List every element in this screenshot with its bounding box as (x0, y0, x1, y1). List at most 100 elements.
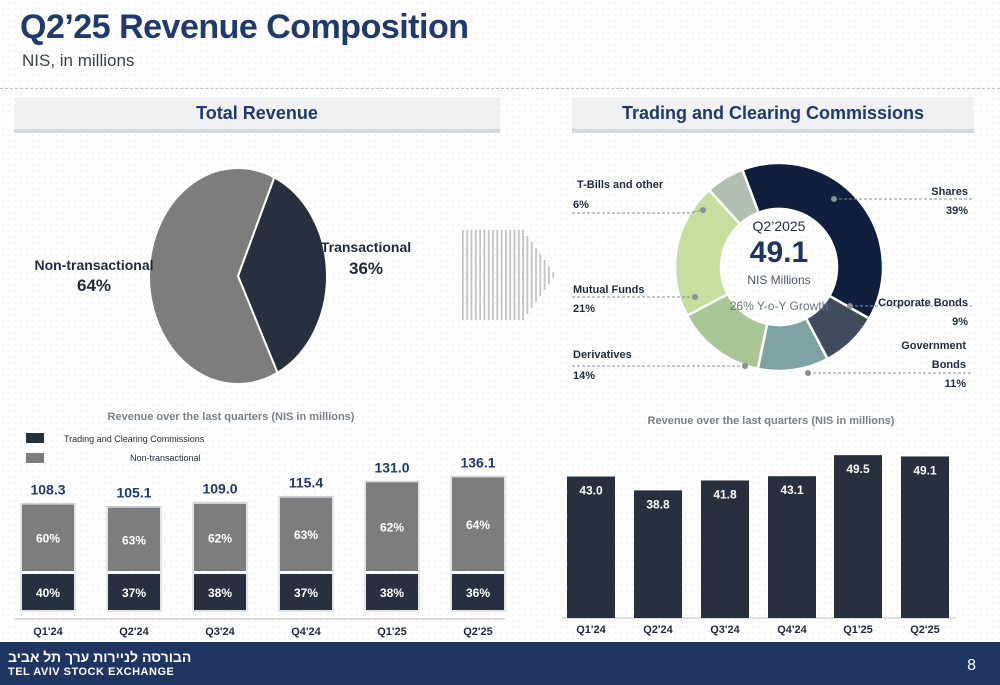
donut-pct-derivatives: 14% (573, 370, 595, 382)
x-tick-label: Q2'25 (910, 624, 940, 636)
donut-label-government-2: Bonds (932, 359, 966, 371)
transition-arrow-icon (462, 230, 555, 320)
x-tick-label: Q3'24 (205, 626, 235, 638)
bar-segment-trading (366, 574, 418, 610)
donut-label-tbills: T-Bills and other (577, 179, 664, 191)
data-label-trading-pct: 40% (36, 586, 60, 600)
total-revenue-pie (148, 167, 328, 385)
data-label-trading-pct: 37% (294, 586, 318, 600)
arrow-stripe (526, 236, 529, 314)
data-label-nontransactional-pct: 63% (122, 533, 146, 547)
x-tick-label: Q2'25 (463, 626, 493, 638)
donut-slice-shares (740, 161, 885, 321)
x-tick-label: Q1'25 (377, 626, 407, 638)
arrow-stripe (513, 230, 516, 320)
donut-center-unit: NIS Millions (747, 273, 810, 287)
data-label-total: 109.0 (202, 481, 237, 497)
x-tick-label: Q2'24 (119, 626, 149, 638)
bar-trading-revenue (768, 476, 816, 618)
pie-pct-transactional: 36% (349, 259, 383, 278)
arrow-stripe (470, 230, 473, 320)
data-label-value: 49.1 (913, 463, 937, 477)
page-number: 8 (967, 657, 976, 674)
x-tick-label: Q1'25 (843, 624, 873, 636)
donut-label-derivatives: Derivatives (573, 349, 632, 361)
pie-slice-transactional (236, 175, 328, 375)
bar-segment-trading (108, 574, 160, 610)
arrow-stripe (492, 230, 494, 320)
donut-slice-t-bills-and-other (707, 168, 761, 226)
data-label-value: 41.8 (713, 487, 737, 501)
arrow-stripe (543, 260, 546, 290)
data-label-total: 136.1 (460, 454, 495, 470)
data-label-total: 108.3 (30, 481, 65, 497)
arrow-stripe (474, 230, 477, 320)
trading-revenue-bar-chart: 43.0 Q1'24 38.8 Q2'24 41.8 Q3'24 43.1 Q4'24 49.5… (562, 455, 956, 636)
legend-label-nontransactional: Non-transactional (130, 453, 201, 463)
arrow-stripe (548, 266, 550, 284)
pie-pct-nontransactional: 64% (77, 276, 111, 295)
bar-segment-trading (452, 574, 504, 610)
data-label-value: 43.0 (579, 484, 603, 498)
bar-segment-nontransactional (280, 497, 332, 571)
data-label-value: 49.5 (846, 462, 870, 476)
data-label-trading-pct: 36% (466, 586, 490, 600)
x-tick-label: Q4'24 (777, 624, 807, 636)
leader-dot-derivatives (742, 363, 748, 369)
x-tick-label: Q1'24 (33, 626, 63, 638)
donut-pct-government: 11% (945, 378, 967, 390)
bar-segment-nontransactional (22, 504, 74, 571)
data-label-trading-pct: 37% (122, 586, 146, 600)
donut-pct-tbills: 6% (573, 199, 589, 211)
leader-line-tbills (572, 209, 704, 214)
arrow-stripe (479, 230, 481, 320)
arrow-stripe (483, 230, 486, 320)
arrow-stripe (505, 230, 507, 320)
data-label-total: 115.4 (289, 474, 323, 490)
header-divider (0, 88, 1000, 89)
bar-trading-revenue (701, 480, 749, 618)
bar-trading-revenue (567, 476, 615, 618)
leader-dot-tbills (700, 207, 706, 213)
bar-segment-trading (22, 574, 74, 610)
arrow-stripe (522, 230, 524, 320)
bar-outline (20, 502, 76, 612)
footer-logo-hebrew: הבורסה לניירות ערך תל אביב (8, 649, 192, 665)
bar-outline (106, 506, 162, 612)
left-bar-chart-title: Revenue over the last quarters (NIS in m… (108, 411, 355, 423)
pie-slice-non-transactional (148, 167, 279, 385)
arrow-stripe (462, 230, 464, 320)
leader-dot-mutual (692, 294, 698, 300)
data-label-nontransactional-pct: 64% (466, 518, 490, 532)
bar-outline (192, 502, 248, 612)
leader-dot-government (805, 370, 811, 376)
x-tick-label: Q1'24 (576, 624, 606, 636)
arrow-stripe (487, 230, 490, 320)
arrow-stripe (500, 230, 503, 320)
data-label-nontransactional-pct: 60% (36, 532, 60, 546)
stacked-revenue-bar-chart: 60% 40% 108.3 Q1'24 63% 37% 105.1 Q2'24 62% 38% 10… (14, 454, 506, 638)
footer-bar (0, 642, 1000, 685)
data-label-trading-pct: 38% (380, 586, 404, 600)
donut-label-mutual: Mutual Funds (573, 284, 645, 296)
arrow-stripe (539, 254, 542, 296)
donut-pct-shares: 39% (946, 205, 968, 217)
bar-trading-revenue (901, 456, 949, 618)
legend-swatch-nontransactional (26, 453, 44, 463)
leader-dot-shares (831, 196, 837, 202)
page-subtitle: NIS, in millions (22, 51, 135, 70)
bar-segment-nontransactional (452, 477, 504, 571)
data-label-nontransactional-pct: 62% (380, 521, 404, 535)
data-label-nontransactional-pct: 62% (208, 531, 232, 545)
donut-center-period: Q2’2025 (753, 218, 806, 234)
bar-trading-revenue (834, 455, 882, 618)
x-tick-label: Q3'24 (710, 624, 740, 636)
arrow-stripe (552, 272, 555, 278)
right-bar-chart-title: Revenue over the last quarters (NIS in m… (648, 415, 895, 427)
pie-label-nontransactional: Non-transactional (34, 257, 153, 273)
bar-segment-nontransactional (194, 503, 246, 571)
data-label-value: 38.8 (646, 497, 670, 511)
leader-dot-corporate (847, 303, 853, 309)
donut-pct-mutual: 21% (573, 303, 595, 315)
